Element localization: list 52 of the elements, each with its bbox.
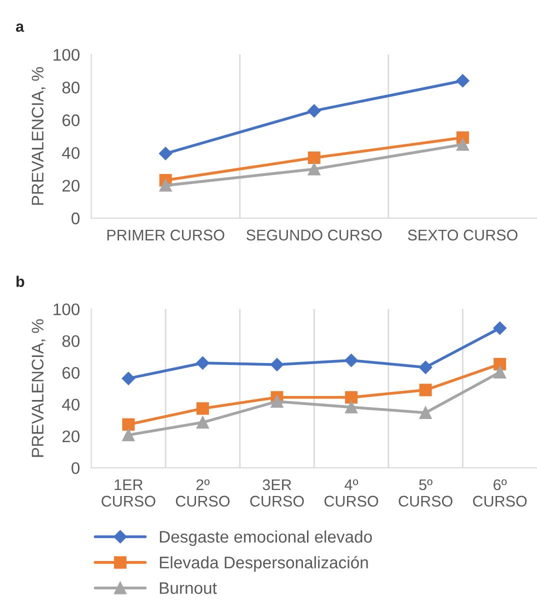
y-tick-label: 100 bbox=[54, 303, 80, 316]
point bbox=[418, 360, 432, 374]
legend-label: Desgaste emocional elevado bbox=[160, 530, 372, 546]
legend-label: Elevada Despersonalización bbox=[160, 556, 368, 572]
y-tick-label: 80 bbox=[62, 335, 80, 348]
point bbox=[456, 74, 470, 88]
point bbox=[493, 322, 506, 335]
x-tick-label: 2º CURSO bbox=[176, 479, 230, 507]
point bbox=[308, 104, 321, 118]
point bbox=[196, 402, 209, 415]
y-tick-label: 100 bbox=[54, 48, 80, 61]
y-tick-label: 80 bbox=[62, 82, 80, 94]
y-tick-label: 40 bbox=[62, 398, 80, 411]
y-tick-label: 60 bbox=[62, 114, 80, 126]
point bbox=[308, 152, 320, 164]
text: a bbox=[16, 24, 24, 32]
point bbox=[122, 372, 136, 386]
x-tick-label: SEXTO CURSO bbox=[408, 230, 518, 240]
x-tick-label: 5º CURSO bbox=[398, 479, 452, 507]
point bbox=[345, 400, 358, 414]
text: b bbox=[16, 276, 24, 287]
x-tick-label: 1ER CURSO bbox=[102, 480, 156, 507]
point bbox=[345, 391, 358, 404]
y-tick-label: 60 bbox=[62, 366, 80, 379]
point bbox=[494, 358, 506, 370]
point bbox=[158, 146, 172, 160]
point bbox=[159, 179, 172, 192]
y-tick-label: 40 bbox=[62, 147, 80, 159]
point bbox=[122, 428, 135, 442]
point bbox=[270, 358, 284, 372]
y-tick-label: 20 bbox=[62, 430, 80, 442]
y-axis-title: PREVALENCIA, % bbox=[32, 319, 46, 457]
point bbox=[344, 354, 358, 367]
x-tick-label: 6º CURSO bbox=[473, 479, 527, 507]
point bbox=[456, 138, 469, 151]
point bbox=[196, 416, 209, 429]
legend-label: Burnout bbox=[160, 582, 217, 594]
point bbox=[122, 418, 135, 431]
point bbox=[419, 406, 432, 419]
y-tick-label: 0 bbox=[72, 462, 80, 474]
y-tick-label: 0 bbox=[72, 212, 80, 224]
point bbox=[494, 366, 506, 378]
x-tick-label: PRIMER CURSO bbox=[107, 230, 224, 240]
y-tick-label: 20 bbox=[62, 180, 80, 192]
x-tick-label: 3ER CURSO bbox=[250, 479, 304, 507]
y-axis-title: PREVALENCIA, % bbox=[32, 67, 46, 205]
point bbox=[419, 384, 432, 396]
point bbox=[270, 395, 284, 408]
point bbox=[308, 162, 320, 176]
x-tick-label: SEGUNDO CURSO bbox=[246, 230, 382, 240]
x-tick-label: 4º CURSO bbox=[324, 479, 378, 507]
point bbox=[196, 356, 210, 370]
